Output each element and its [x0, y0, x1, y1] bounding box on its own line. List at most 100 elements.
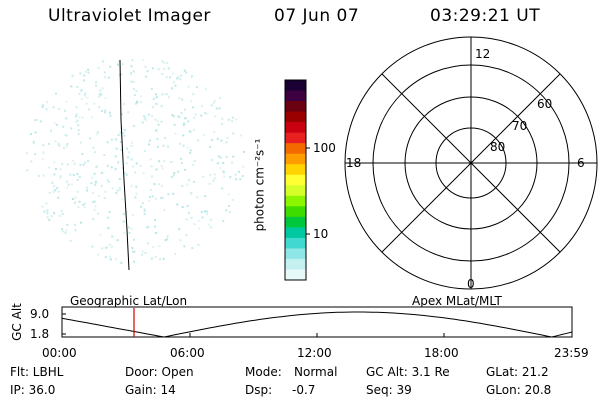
uv-pixel — [77, 129, 80, 132]
uv-pixel — [155, 102, 158, 105]
uv-pixel — [42, 151, 45, 154]
uv-pixel — [90, 116, 93, 119]
uv-pixel — [144, 251, 147, 254]
uv-pixel — [148, 200, 151, 202]
uv-pixel — [216, 162, 219, 165]
uv-pixel — [123, 232, 126, 235]
uv-pixel — [76, 85, 79, 88]
uv-pixel — [98, 95, 101, 98]
uv-pixel — [192, 106, 194, 109]
uv-pixel — [130, 145, 133, 147]
colorbar-band — [285, 90, 306, 102]
uv-pixel — [66, 224, 69, 226]
uv-pixel — [143, 117, 146, 120]
uv-pixel — [114, 138, 117, 141]
uv-pixel — [79, 72, 82, 75]
uv-pixel — [143, 150, 146, 152]
uv-pixel — [193, 181, 195, 183]
uv-pixel — [155, 96, 158, 99]
uv-pixel — [221, 187, 224, 190]
uv-pixel — [98, 106, 101, 109]
uv-pixel — [79, 163, 82, 166]
uv-pixel — [225, 209, 228, 212]
uv-pixel — [65, 100, 68, 103]
door-status: Door: Open — [125, 365, 194, 379]
uv-pixel — [152, 245, 155, 248]
uv-pixel — [106, 179, 109, 182]
uv-pixel — [183, 245, 186, 248]
uv-pixel — [45, 202, 48, 205]
uv-pixel — [131, 214, 134, 217]
uv-pixel — [120, 148, 123, 151]
uv-pixel — [185, 218, 188, 221]
uv-pixel — [39, 120, 42, 123]
uv-pixel — [213, 173, 216, 176]
uv-pixel — [125, 173, 128, 176]
uv-pixel — [157, 68, 160, 71]
uv-pixel — [161, 73, 164, 75]
uv-pixel — [118, 178, 121, 180]
uv-pixel — [97, 67, 100, 70]
uv-pixel — [61, 228, 64, 231]
uv-pixel — [71, 74, 74, 77]
uv-pixel — [185, 234, 188, 237]
colorbar-band — [285, 143, 306, 155]
uv-pixel — [42, 144, 45, 147]
uv-pixel — [161, 60, 164, 63]
uv-pixel — [191, 163, 194, 166]
uv-pixel — [200, 105, 203, 108]
uv-pixel — [166, 145, 169, 148]
uv-pixel — [83, 74, 86, 77]
uv-pixel — [177, 115, 180, 118]
uv-pixel — [100, 93, 103, 96]
colorbar-band — [285, 132, 306, 144]
uv-pixel — [73, 163, 76, 165]
uv-pixel — [34, 131, 37, 134]
uv-pixel — [178, 142, 181, 145]
polar-mlt-12: 12 — [475, 47, 491, 61]
uv-pixel — [202, 175, 205, 178]
uv-pixel — [158, 245, 161, 247]
uv-pixel — [110, 166, 113, 169]
uv-pixel — [133, 80, 136, 83]
colorbar-band — [285, 258, 306, 270]
uv-pixel — [190, 100, 193, 103]
uv-pixel — [167, 193, 170, 196]
x-tick-label-0600: 06:00 — [170, 346, 205, 360]
uv-pixel — [186, 183, 189, 186]
uv-pixel — [77, 133, 80, 136]
uv-pixel — [190, 192, 193, 195]
uv-pixel — [108, 243, 111, 246]
uv-pixel — [135, 90, 138, 92]
uv-pixel — [141, 250, 144, 253]
uv-pixel — [53, 161, 56, 164]
uv-pixel — [107, 216, 110, 219]
uv-pixel — [47, 143, 50, 145]
uv-pixel — [46, 212, 49, 215]
uv-pixel — [84, 161, 86, 164]
uv-pixel — [180, 74, 183, 77]
uv-pixel — [81, 116, 84, 119]
uv-pixel — [59, 175, 62, 178]
uv-pixel — [150, 165, 153, 168]
uv-pixel — [120, 261, 123, 264]
colorbar-band — [285, 206, 306, 218]
uv-pixel — [197, 139, 200, 142]
uv-pixel — [115, 147, 118, 150]
uv-pixel — [155, 197, 158, 200]
uv-pixel — [209, 145, 212, 148]
uv-pixel — [80, 141, 82, 144]
uv-pixel — [149, 196, 152, 199]
uv-pixel — [213, 131, 216, 134]
uv-pixel — [128, 226, 130, 229]
uv-pixel — [81, 153, 84, 155]
uv-pixel — [242, 150, 245, 153]
uv-pixel — [221, 123, 224, 126]
uv-pixel — [100, 171, 103, 174]
uv-pixel — [219, 156, 222, 159]
mode-value: Normal — [294, 365, 338, 379]
uv-pixel — [130, 65, 133, 68]
uv-pixel — [110, 245, 113, 248]
uv-pixel — [205, 210, 208, 213]
uv-pixel — [141, 121, 144, 124]
